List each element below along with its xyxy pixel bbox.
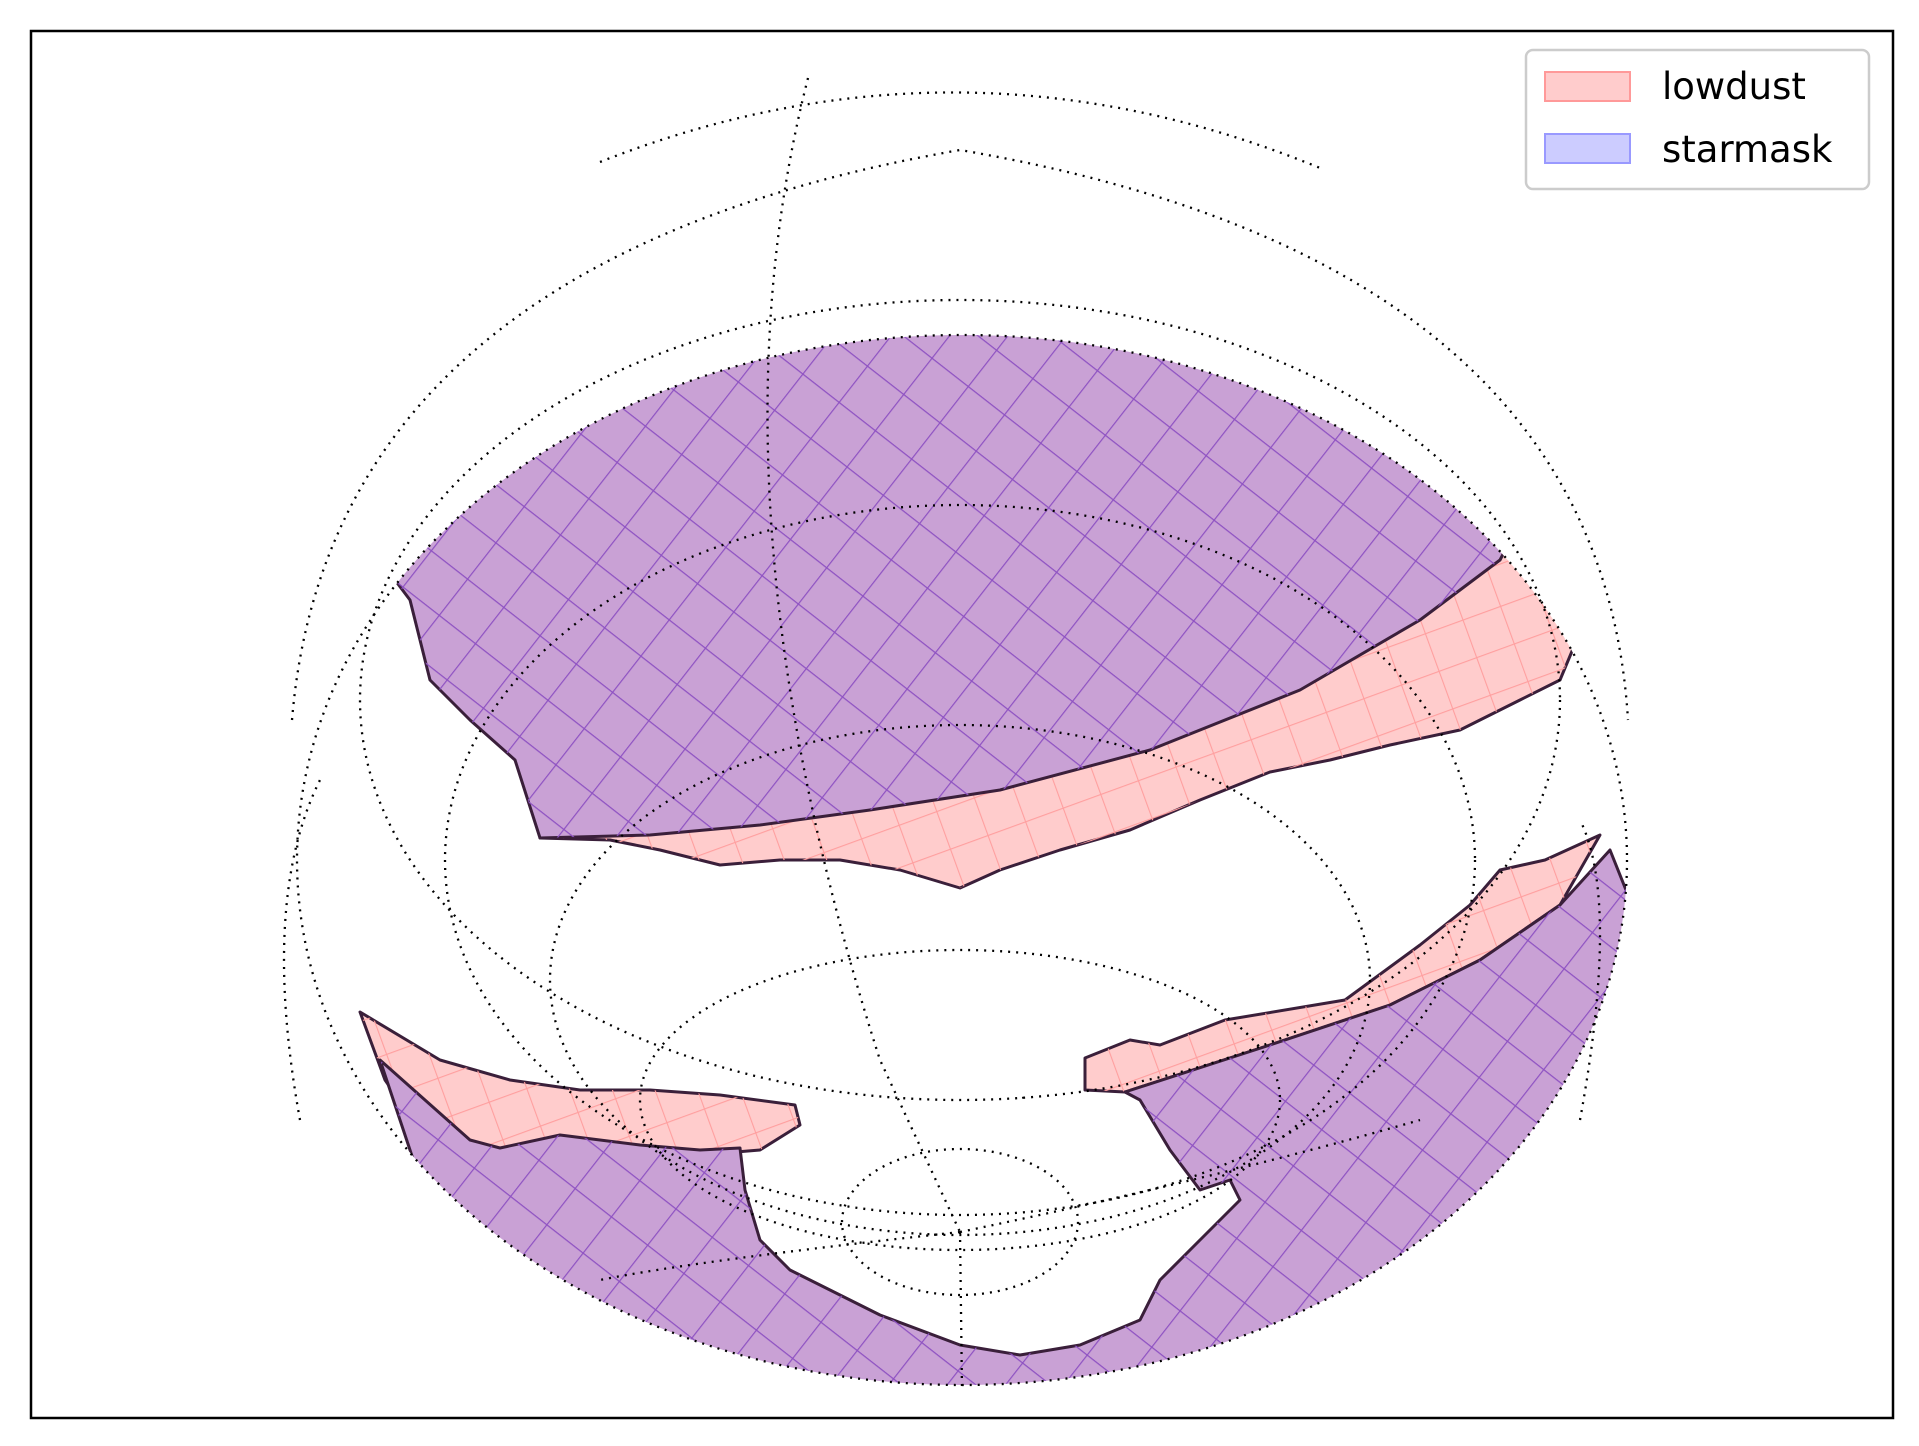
- parallel-4: [358, 298, 1562, 1102]
- lowdust-southwest-region-cells: [360, 1012, 800, 1160]
- legend-label-lowdust: lowdust: [1662, 65, 1806, 108]
- parallel-8: [840, 1147, 1080, 1297]
- legend: lowdust starmask: [1524, 48, 1871, 191]
- footprint-regions: [298, 335, 1627, 1385]
- parallel-2: [599, 91, 1321, 170]
- lowdust-southeast-region-cells: [1085, 835, 1600, 1092]
- meridian-6: [282, 779, 322, 1121]
- legend-swatch-lowdust: [1544, 71, 1631, 102]
- legend-label-starmask: starmask: [1662, 128, 1833, 171]
- graticule-lines: [282, 77, 1630, 1391]
- parallel-6: [548, 723, 1372, 1237]
- plot-frame: [29, 29, 1895, 1420]
- legend-swatch-starmask: [1544, 133, 1631, 164]
- overlap-south-region-cells: [380, 850, 1627, 1385]
- parallel-7: [638, 948, 1282, 1252]
- parallel-5: [443, 503, 1477, 1217]
